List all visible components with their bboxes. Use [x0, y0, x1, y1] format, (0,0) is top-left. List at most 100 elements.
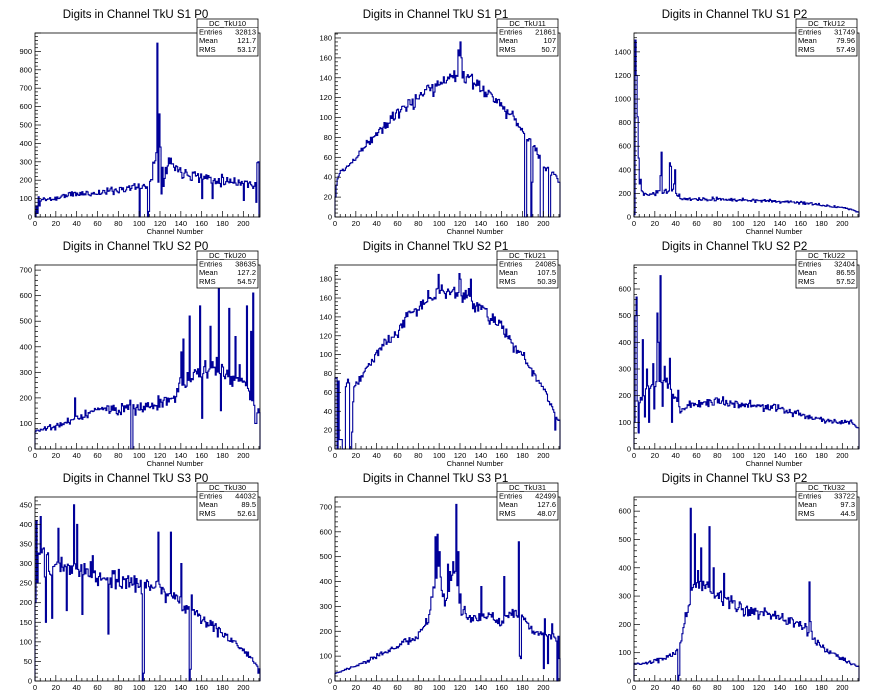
- y-tick-label: 100: [319, 652, 332, 661]
- x-tick-label: 0: [333, 683, 337, 690]
- stats-box-frame: [496, 18, 559, 57]
- x-tick-label: 200: [237, 683, 250, 690]
- x-tick-label: 180: [516, 219, 529, 228]
- x-tick-label: 140: [175, 219, 188, 228]
- stats-value: 50.7: [541, 45, 556, 54]
- x-tick-label: 160: [794, 451, 807, 460]
- stats-label: Entries: [798, 492, 822, 501]
- stats-value: 57.52: [836, 277, 855, 286]
- x-tick-label: 120: [454, 219, 467, 228]
- x-tick-label: 200: [836, 451, 849, 460]
- x-tick-label: 100: [732, 219, 745, 228]
- y-tick-label: 300: [319, 602, 332, 611]
- y-tick-label: 140: [319, 312, 332, 321]
- x-tick-label: 100: [732, 683, 745, 690]
- y-tick-label: 200: [618, 391, 631, 400]
- x-tick-label: 120: [154, 451, 167, 460]
- y-tick-label: 400: [19, 520, 32, 529]
- stats-box-name: DC_TkU12: [808, 19, 845, 28]
- y-tick-label: 600: [19, 102, 32, 111]
- stats-label: RMS: [499, 509, 516, 518]
- plot-frame: [34, 496, 261, 682]
- x-tick-label: 0: [632, 683, 636, 690]
- y-tick-label: 700: [319, 502, 332, 511]
- x-tick-label: 0: [33, 451, 37, 460]
- x-axis-title: Channel Number: [746, 227, 803, 236]
- stats-label: Entries: [798, 260, 822, 269]
- y-tick-label: 0: [328, 445, 332, 454]
- y-tick-label: 200: [618, 189, 631, 198]
- x-tick-label: 20: [52, 451, 60, 460]
- panel-title: Digits in Channel TkU S2 P1: [363, 241, 509, 253]
- plot-frame: [633, 32, 860, 218]
- y-tick-label: 300: [19, 368, 32, 377]
- x-tick-label: 40: [671, 683, 679, 690]
- panel-title: Digits in Channel TkU S1 P1: [363, 9, 509, 21]
- histogram-series-line: [633, 39, 860, 217]
- y-tick-label: 400: [19, 342, 32, 351]
- y-tick-label: 0: [627, 445, 631, 454]
- x-tick-label: 180: [216, 219, 229, 228]
- y-tick-label: 500: [319, 552, 332, 561]
- stats-label: Entries: [499, 260, 523, 269]
- stats-box-frame: [795, 18, 858, 57]
- y-tick-label: 200: [19, 598, 32, 607]
- x-tick-label: 200: [237, 219, 250, 228]
- y-tick-label: 0: [328, 677, 332, 686]
- histogram-series-line: [34, 279, 261, 450]
- stats-box-frame: [795, 482, 858, 521]
- stats-label: RMS: [199, 509, 216, 518]
- x-tick-label: 180: [815, 451, 828, 460]
- y-tick-label: 1000: [614, 95, 631, 104]
- y-tick-label: 600: [618, 285, 631, 294]
- stats-label: RMS: [199, 277, 216, 286]
- histogram-panel: Digits in Channel TkU S2 P1 0 20 40 60 80 100 1…: [319, 241, 561, 468]
- y-tick-label: 100: [19, 637, 32, 646]
- y-tick-label: 20: [324, 193, 332, 202]
- x-tick-label: 80: [114, 219, 122, 228]
- y-tick-label: 700: [19, 266, 32, 275]
- x-tick-label: 100: [433, 683, 446, 690]
- stats-label: Entries: [199, 28, 223, 37]
- x-tick-label: 60: [93, 683, 101, 690]
- y-tick-label: 200: [19, 393, 32, 402]
- histogram-series-line: [633, 507, 860, 682]
- x-tick-label: 80: [414, 451, 422, 460]
- stats-label: Mean: [499, 500, 518, 509]
- y-tick-label: 150: [19, 618, 32, 627]
- panel-title: Digits in Channel TkU S3 P0: [63, 473, 209, 485]
- stats-box-name: DC_TkU20: [209, 251, 246, 260]
- stats-label: RMS: [499, 277, 516, 286]
- stats-label: Entries: [199, 492, 223, 501]
- histogram-panel: Digits in Channel TkU S1 P2 0 20 40 60 80 100 1…: [614, 9, 860, 236]
- y-tick-label: 250: [19, 579, 32, 588]
- stats-box-frame: [496, 250, 559, 289]
- stats-label: Mean: [499, 36, 518, 45]
- x-tick-label: 40: [372, 219, 380, 228]
- stats-value: 127.6: [537, 500, 556, 509]
- stats-label: RMS: [798, 509, 815, 518]
- stats-box-frame: [496, 482, 559, 521]
- x-tick-label: 60: [393, 451, 401, 460]
- y-tick-label: 160: [319, 53, 332, 62]
- stats-value: 44.5: [840, 509, 855, 518]
- x-tick-label: 140: [774, 219, 787, 228]
- stats-label: Entries: [499, 492, 523, 501]
- y-tick-label: 300: [19, 559, 32, 568]
- x-tick-label: 20: [651, 219, 659, 228]
- histogram-series-line: [633, 275, 860, 449]
- x-tick-label: 100: [133, 683, 146, 690]
- x-tick-label: 140: [475, 683, 488, 690]
- stats-label: Mean: [199, 500, 218, 509]
- y-tick-label: 1400: [614, 47, 631, 56]
- histogram-panel: Digits in Channel TkU S3 P2 0 20 40 60 80 100 1…: [618, 473, 860, 690]
- y-tick-label: 160: [319, 294, 332, 303]
- y-tick-label: 600: [618, 142, 631, 151]
- y-tick-label: 350: [19, 539, 32, 548]
